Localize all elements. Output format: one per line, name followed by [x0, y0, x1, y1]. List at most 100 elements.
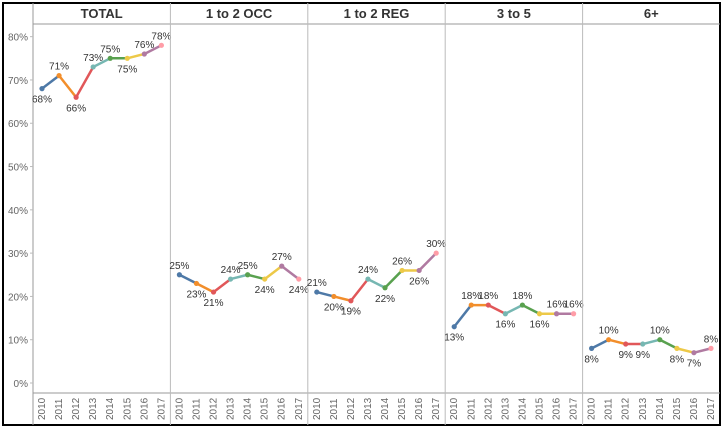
- data-point: [589, 345, 595, 351]
- data-label: 23%: [186, 289, 206, 300]
- x-tick-label: 2017: [156, 397, 167, 420]
- data-label: 7%: [687, 359, 702, 370]
- data-label: 24%: [289, 285, 309, 296]
- x-tick-label: 2016: [689, 397, 700, 420]
- x-tick-label: 2012: [621, 397, 632, 420]
- series-line-segment: [315, 290, 336, 298]
- data-label: 21%: [307, 278, 327, 289]
- data-point: [657, 337, 663, 343]
- data-label: 24%: [255, 285, 275, 296]
- x-tick-label: 2011: [54, 398, 65, 420]
- data-point: [348, 298, 354, 304]
- data-label: 26%: [409, 276, 429, 287]
- data-point: [485, 302, 491, 308]
- data-point: [314, 289, 320, 295]
- x-tick-label: 2015: [534, 397, 545, 420]
- data-point: [468, 302, 474, 308]
- data-label: 9%: [636, 350, 651, 361]
- x-tick-label: 2010: [37, 397, 48, 420]
- data-label: 8%: [670, 354, 685, 365]
- data-label: 21%: [204, 298, 224, 309]
- y-tick-label: 70%: [8, 76, 28, 87]
- data-label: 71%: [49, 62, 69, 73]
- data-point: [90, 64, 96, 70]
- data-point: [433, 250, 439, 256]
- x-tick-label: 2010: [449, 397, 460, 420]
- x-tick-label: 2014: [243, 397, 254, 420]
- series-line-segment: [40, 74, 61, 90]
- y-tick-label: 50%: [8, 163, 28, 174]
- x-tick-label: 2013: [363, 397, 374, 420]
- x-tick-label: 2015: [672, 397, 683, 420]
- data-label: 20%: [324, 302, 344, 313]
- x-tick-label: 2016: [414, 397, 425, 420]
- x-tick-label: 2014: [105, 397, 116, 420]
- series-line-segment: [229, 273, 249, 281]
- data-label: 8%: [704, 334, 719, 345]
- data-label: 76%: [134, 40, 154, 51]
- series-line-segment: [212, 277, 232, 294]
- data-label: 16%: [529, 320, 549, 331]
- y-tick-label: 0%: [14, 379, 29, 390]
- x-tick-label: 2011: [604, 398, 615, 420]
- y-tick-label: 80%: [8, 33, 28, 44]
- series-line-segment: [641, 338, 662, 346]
- series-line-segment: [91, 57, 112, 69]
- x-tick-label: 2011: [191, 398, 202, 420]
- series-line-segment: [658, 338, 679, 350]
- data-label: 78%: [151, 31, 171, 42]
- data-point: [262, 276, 268, 282]
- x-tick-label: 2015: [260, 397, 271, 420]
- series-line-segment: [74, 65, 95, 99]
- x-tick-label: 2015: [122, 397, 133, 420]
- data-label: 30%: [426, 239, 446, 250]
- data-point: [553, 311, 560, 317]
- data-point: [519, 302, 526, 308]
- series-line-segment: [349, 277, 370, 302]
- data-point: [124, 55, 130, 61]
- data-point: [691, 350, 697, 356]
- x-tick-label: 2017: [706, 397, 717, 420]
- data-point: [640, 341, 646, 347]
- data-label: 24%: [358, 265, 378, 276]
- data-point: [399, 267, 405, 274]
- data-point: [176, 272, 182, 278]
- y-tick-label: 10%: [8, 336, 28, 347]
- y-tick-label: 40%: [8, 206, 28, 217]
- data-label: 75%: [100, 44, 120, 55]
- data-label: 25%: [169, 261, 189, 272]
- y-tick-label: 20%: [8, 292, 28, 303]
- data-label: 16%: [564, 300, 584, 311]
- x-tick-label: 2016: [552, 397, 563, 420]
- series-line-segment: [246, 273, 266, 281]
- x-tick-label: 2014: [517, 397, 528, 420]
- data-point: [416, 267, 422, 274]
- data-label: 19%: [341, 307, 361, 318]
- x-tick-label: 2012: [71, 397, 82, 420]
- data-label: 10%: [650, 326, 670, 337]
- data-label: 27%: [272, 252, 292, 263]
- data-label: 18%: [478, 291, 498, 302]
- data-point: [141, 51, 147, 57]
- data-label: 13%: [444, 333, 464, 344]
- x-tick-label: 2016: [277, 397, 288, 420]
- data-point: [39, 86, 45, 92]
- x-tick-label: 2017: [569, 397, 580, 420]
- series-line-segment: [521, 303, 541, 315]
- data-point: [536, 311, 543, 317]
- data-label: 26%: [392, 256, 412, 267]
- series-line-segment: [143, 44, 163, 56]
- data-point: [451, 324, 457, 330]
- panel-title: 1 to 2 REG: [344, 6, 410, 21]
- series-line-segment: [487, 303, 507, 315]
- x-tick-label: 2010: [174, 397, 185, 420]
- x-tick-label: 2013: [638, 397, 649, 420]
- data-point: [73, 94, 79, 100]
- data-label: 9%: [618, 350, 633, 361]
- series-line-segment: [263, 264, 283, 281]
- data-label: 24%: [221, 265, 241, 276]
- series-line-segment: [332, 295, 353, 302]
